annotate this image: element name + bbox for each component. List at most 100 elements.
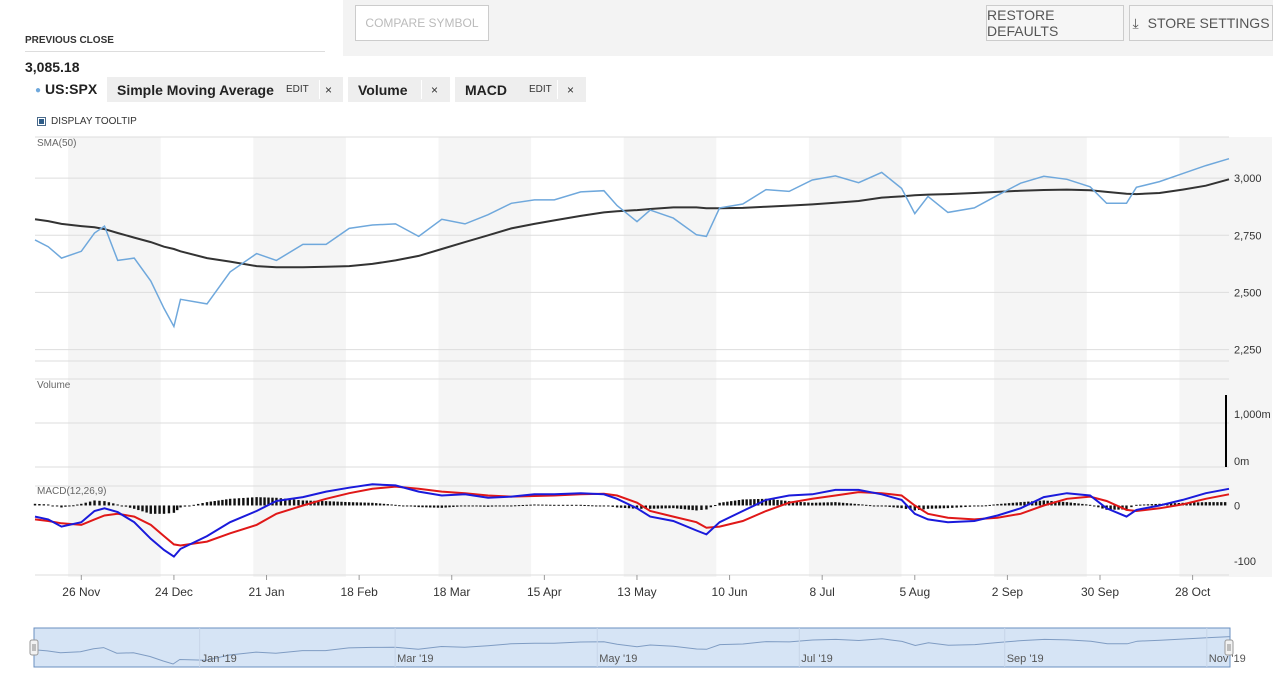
histogram-bar <box>627 505 631 509</box>
edit-sma-button[interactable]: EDIT <box>286 84 309 95</box>
histogram-bar <box>996 504 999 506</box>
histogram-bar <box>359 502 362 506</box>
histogram-bar <box>221 499 224 506</box>
histogram-bar <box>288 499 291 506</box>
histogram-bar <box>976 505 980 507</box>
histogram-bar <box>1200 502 1204 506</box>
histogram-bar <box>237 498 241 506</box>
remove-sma-button[interactable]: × <box>325 82 333 97</box>
compare-symbol-button[interactable]: Compare Symbol <box>355 5 489 41</box>
histogram-bar <box>228 498 232 506</box>
histogram-bar <box>753 499 756 506</box>
navigator-handle-right[interactable] <box>1224 639 1234 656</box>
histogram-bar <box>76 504 79 506</box>
histogram-bar <box>900 505 903 509</box>
histogram-bar <box>602 505 606 507</box>
x-tick-label: 13 May <box>617 585 656 599</box>
histogram-bar <box>188 505 191 507</box>
histogram-bar <box>1193 502 1196 506</box>
histogram-bar <box>483 505 486 507</box>
histogram-bar <box>749 499 752 506</box>
histogram-bar <box>1093 505 1096 507</box>
histogram-bar <box>780 500 783 506</box>
histogram-bar <box>541 504 544 506</box>
histogram-bar <box>141 505 144 512</box>
histogram-bar <box>494 505 498 507</box>
histogram-bar <box>676 505 679 509</box>
histogram-bar <box>279 498 283 506</box>
histogram-bar <box>344 501 347 506</box>
x-tick-label: 15 Apr <box>527 585 562 599</box>
histogram-bar <box>255 497 258 506</box>
histogram-bar <box>992 504 995 506</box>
y-tick-label: 2,750 <box>1234 230 1262 242</box>
histogram-bar <box>733 500 737 506</box>
weekend-bands <box>68 137 1272 577</box>
edit-macd-button[interactable]: EDIT <box>529 84 552 95</box>
histogram-bar <box>772 499 775 506</box>
histogram-bar <box>367 502 370 506</box>
x-axis-ticks: 26 Nov 24 Dec 21 Jan 18 Feb 18 Mar 15 Apr 13 M… <box>62 575 1211 599</box>
histogram-bar <box>351 502 355 506</box>
store-settings-button[interactable]: ⤓ Store Settings <box>1129 5 1273 41</box>
indicator-label: Volume <box>358 81 408 98</box>
histogram-bar <box>904 505 908 509</box>
histogram-bar <box>757 499 760 506</box>
histogram-bar <box>42 504 46 506</box>
price-panel-label: SMA(50) <box>37 138 76 149</box>
histogram-bar <box>683 505 687 510</box>
weekend-band <box>623 137 717 577</box>
histogram-bar <box>1216 502 1219 506</box>
histogram-bar <box>834 502 837 506</box>
histogram-bar <box>776 499 779 506</box>
histogram-bar <box>233 498 236 506</box>
x-tick-label: 18 Mar <box>433 585 470 599</box>
histogram-bar <box>570 504 574 506</box>
volume-y-ticks: 1,000m 0m <box>1234 409 1271 468</box>
histogram-bar <box>375 503 378 506</box>
histogram-bar <box>68 505 71 507</box>
remove-macd-button[interactable]: × <box>567 82 575 97</box>
histogram-bar <box>98 500 101 506</box>
checkbox-icon[interactable] <box>37 117 46 126</box>
histogram-bar <box>951 505 954 508</box>
remove-volume-button[interactable]: × <box>431 82 439 97</box>
histogram-bar <box>913 505 916 511</box>
histogram-bar <box>444 505 447 508</box>
display-tooltip-toggle[interactable]: Display Tooltip <box>37 116 137 127</box>
histogram-bar <box>623 505 627 509</box>
navigator-selection[interactable] <box>33 627 1231 668</box>
histogram-bar <box>355 502 359 506</box>
histogram-bar <box>250 497 254 506</box>
histogram-bar <box>635 505 639 509</box>
previous-close-label: Previous Close <box>25 35 114 46</box>
histogram-bar <box>838 502 841 506</box>
histogram-bar <box>876 505 880 507</box>
chart-lines <box>34 157 1230 558</box>
histogram-bar <box>553 504 556 506</box>
histogram-bar <box>537 504 540 506</box>
navigator-handle-left[interactable] <box>29 639 39 656</box>
histogram-bar <box>714 505 717 507</box>
restore-defaults-button[interactable]: Restore Defaults <box>986 5 1124 41</box>
histogram-bar <box>432 505 436 508</box>
histogram-bar <box>436 505 440 508</box>
histogram-bar <box>980 505 984 507</box>
histogram-bar <box>128 505 132 508</box>
indicator-chip-sma: Simple Moving Average EDIT × <box>107 77 384 102</box>
histogram-bar <box>394 504 397 506</box>
histogram-bar <box>1061 501 1065 506</box>
histogram-bar <box>421 505 424 508</box>
histogram-bar <box>201 503 204 506</box>
macd-y-ticks: 0 -100 <box>1234 500 1256 568</box>
histogram-bar <box>1058 501 1061 506</box>
histogram-bar <box>791 501 795 506</box>
histogram-bar <box>973 505 976 507</box>
histogram-bar <box>413 505 417 507</box>
histogram-bar <box>1097 505 1100 508</box>
histogram-bar <box>425 505 428 508</box>
histogram-bar <box>700 505 703 510</box>
histogram-bar <box>386 504 389 506</box>
histogram-bar <box>213 501 216 506</box>
